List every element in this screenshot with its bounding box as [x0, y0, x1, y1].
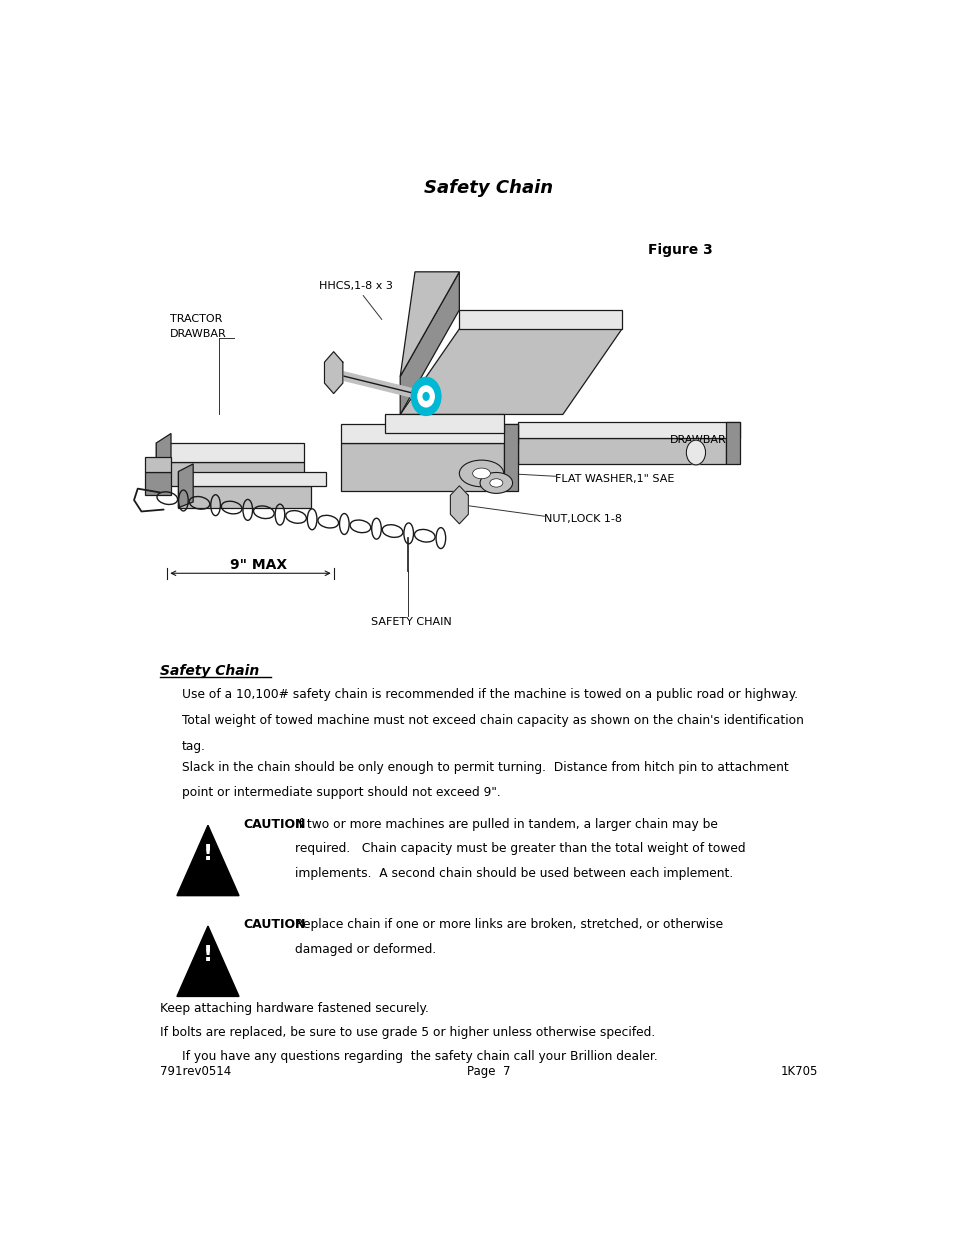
Text: implements.  A second chain should be used between each implement.: implements. A second chain should be use… [294, 867, 733, 881]
Ellipse shape [472, 468, 490, 479]
Text: HHCS,1-8 x 3: HHCS,1-8 x 3 [318, 282, 393, 291]
Polygon shape [450, 485, 468, 524]
Circle shape [423, 393, 429, 400]
Text: !: ! [203, 945, 213, 965]
Ellipse shape [458, 461, 503, 487]
Text: If you have any questions regarding  the safety chain call your Brillion dealer.: If you have any questions regarding the … [182, 1050, 658, 1062]
Polygon shape [400, 272, 459, 377]
Text: CAUTION: CAUTION [243, 818, 306, 831]
Text: 791rev0514: 791rev0514 [160, 1066, 231, 1078]
Text: Total weight of towed machine must not exceed chain capacity as shown on the cha: Total weight of towed machine must not e… [182, 714, 803, 727]
Text: FLAT WASHER,1" SAE: FLAT WASHER,1" SAE [555, 474, 674, 484]
Polygon shape [724, 422, 740, 464]
Ellipse shape [479, 473, 512, 494]
Text: DRAWBAR: DRAWBAR [170, 329, 226, 338]
Polygon shape [178, 472, 326, 485]
Text: If two or more machines are pulled in tandem, a larger chain may be: If two or more machines are pulled in ta… [294, 818, 718, 831]
Polygon shape [400, 329, 621, 415]
Text: point or intermediate support should not exceed 9".: point or intermediate support should not… [182, 787, 500, 799]
Circle shape [417, 385, 434, 406]
Text: Use of a 10,100# safety chain is recommended if the machine is towed on a public: Use of a 10,100# safety chain is recomme… [182, 688, 798, 701]
Text: SAFETY CHAIN: SAFETY CHAIN [370, 616, 451, 627]
Text: Figure 3: Figure 3 [647, 243, 712, 257]
Polygon shape [176, 825, 239, 895]
Polygon shape [518, 422, 740, 438]
Text: Safety Chain: Safety Chain [424, 179, 553, 196]
Polygon shape [178, 485, 311, 508]
Text: Replace chain if one or more links are broken, stretched, or otherwise: Replace chain if one or more links are b… [294, 919, 722, 931]
Polygon shape [518, 438, 724, 464]
Text: CAUTION: CAUTION [243, 919, 306, 931]
Polygon shape [156, 462, 304, 485]
Text: Keep attaching hardware fastened securely.: Keep attaching hardware fastened securel… [160, 1002, 428, 1015]
Circle shape [411, 378, 440, 415]
Polygon shape [341, 424, 518, 443]
Text: DRAWBAR: DRAWBAR [669, 435, 726, 445]
Ellipse shape [489, 479, 502, 487]
Polygon shape [145, 457, 171, 472]
Polygon shape [145, 472, 171, 495]
Text: !: ! [203, 844, 213, 863]
Text: Page  7: Page 7 [467, 1066, 510, 1078]
Text: 1K705: 1K705 [780, 1066, 817, 1078]
Text: 9" MAX: 9" MAX [230, 558, 287, 572]
Text: Safety Chain: Safety Chain [160, 663, 259, 678]
Circle shape [685, 440, 705, 464]
Polygon shape [400, 272, 459, 415]
Polygon shape [156, 433, 171, 485]
Polygon shape [156, 443, 304, 462]
Polygon shape [503, 424, 518, 490]
Polygon shape [385, 415, 503, 433]
Text: damaged or deformed.: damaged or deformed. [294, 944, 436, 956]
Polygon shape [176, 926, 239, 997]
Text: Slack in the chain should be only enough to permit turning.  Distance from hitch: Slack in the chain should be only enough… [182, 761, 788, 773]
Text: NUT,LOCK 1-8: NUT,LOCK 1-8 [544, 514, 621, 524]
Text: If bolts are replaced, be sure to use grade 5 or higher unless otherwise specife: If bolts are replaced, be sure to use gr… [160, 1026, 655, 1039]
Text: TRACTOR: TRACTOR [170, 315, 222, 325]
Text: tag.: tag. [182, 740, 206, 752]
Polygon shape [324, 352, 342, 394]
Text: required.   Chain capacity must be greater than the total weight of towed: required. Chain capacity must be greater… [294, 842, 745, 856]
Polygon shape [341, 443, 503, 490]
Polygon shape [178, 464, 193, 508]
Polygon shape [459, 310, 621, 329]
